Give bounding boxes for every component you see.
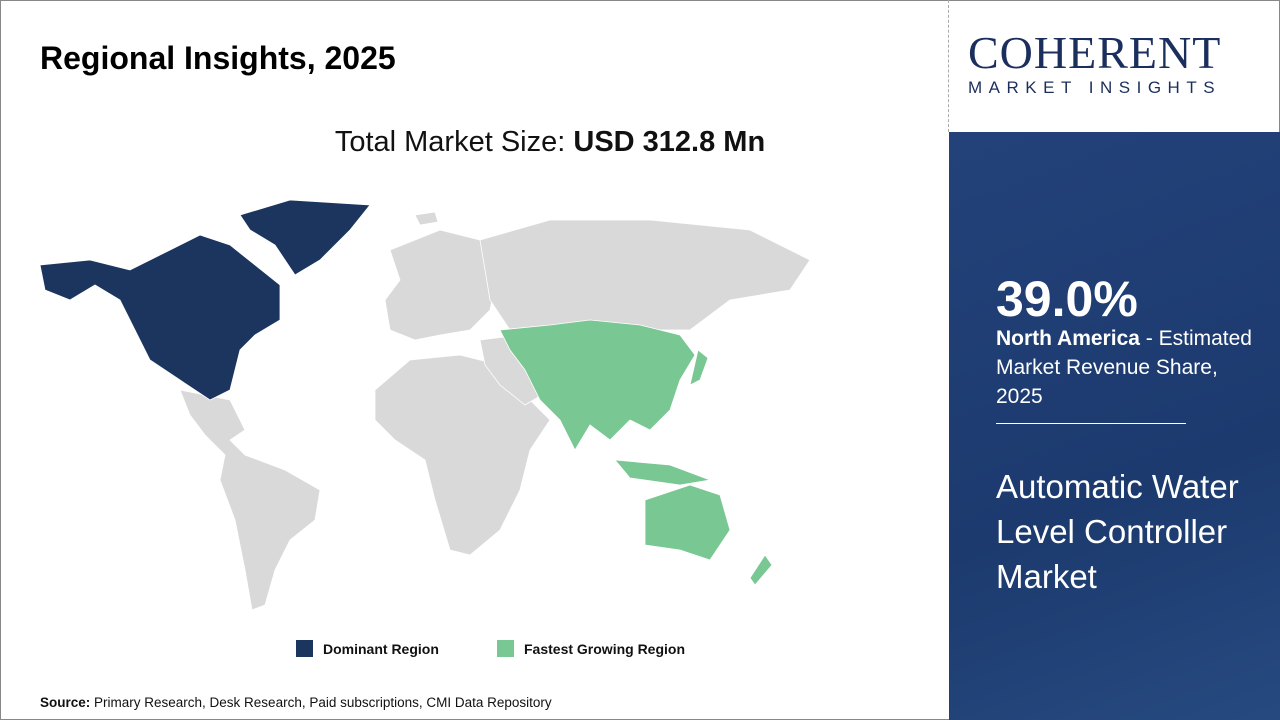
total-label: Total Market Size:: [334, 126, 566, 158]
logo: COHERENT MARKET INSIGHTS: [968, 30, 1268, 98]
region-japan: [689, 349, 709, 386]
region-asia-pacific: [499, 319, 696, 451]
world-map: [39, 199, 811, 611]
legend-swatch-dominant: [296, 640, 313, 657]
legend-label: Fastest Growing Region: [524, 640, 686, 657]
region-europe: [384, 229, 501, 341]
logo-line2: MARKET INSIGHTS: [968, 78, 1222, 97]
region-australia: [644, 484, 731, 561]
panel-divider: [996, 423, 1186, 424]
share-description: North America - Estimated Market Revenue…: [996, 324, 1266, 411]
logo-line1: COHERENT: [968, 27, 1222, 78]
legend-swatch-fastest: [497, 640, 514, 657]
total-market-size: Total Market Size: USD 312.8 Mn: [0, 126, 1100, 159]
region-russia: [479, 219, 811, 341]
share-region: North America: [996, 327, 1140, 350]
side-panel: 39.0% North America - Estimated Market R…: [949, 132, 1280, 720]
region-latin-america: [179, 389, 321, 611]
legend-label: Dominant Region: [323, 640, 439, 657]
share-text: - Estimated Market Revenue Share, 2025: [996, 327, 1252, 408]
region-indonesia: [614, 459, 712, 486]
legend-dominant: Dominant Region: [296, 640, 439, 657]
source-label: Source:: [40, 695, 91, 710]
divider: [948, 0, 949, 132]
legend-fastest: Fastest Growing Region: [497, 640, 685, 657]
page-title: Regional Insights, 2025: [40, 40, 396, 76]
region-greenland: [239, 199, 371, 276]
source-text: Primary Research, Desk Research, Paid su…: [90, 695, 552, 710]
market-name: Automatic Water Level Controller Market: [996, 468, 1239, 595]
region-iceland: [414, 211, 439, 226]
total-value: USD 312.8 Mn: [573, 126, 766, 158]
region-new-zealand: [749, 554, 773, 586]
region-north-america: [39, 234, 281, 401]
source-note: Source: Primary Research, Desk Research,…: [40, 695, 552, 710]
region-africa: [374, 354, 551, 556]
share-percent: 39.0%: [996, 271, 1138, 327]
